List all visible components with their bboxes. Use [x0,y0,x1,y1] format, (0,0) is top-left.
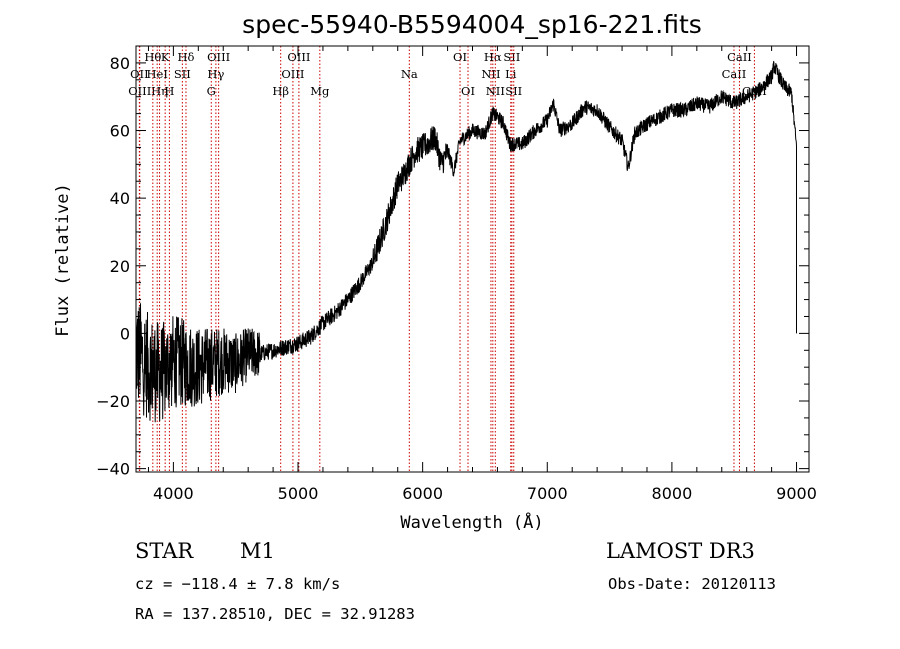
line-marker-label-11: OIII [207,50,230,64]
x-tick-label: 7000 [527,484,568,503]
y-tick-label: 40 [110,189,130,208]
line-marker-label-7: Hδ [177,50,194,64]
line-marker-label-1: H [164,84,174,98]
object-class: STAR [135,539,194,563]
x-tick-label: 4000 [153,484,194,503]
line-marker-label-21: NII [486,84,505,98]
plot-frame [135,45,810,473]
y-tick-label: −20 [96,392,130,411]
line-marker-label-26: CaII [727,50,752,64]
line-marker-label-20: Hα [484,50,502,64]
x-tick-label: 9000 [776,484,817,503]
x-tick-label: 5000 [278,484,319,503]
spectrum-info: STAR M1 LAMOST DR3 cz = −118.4 ± 7.8 km/… [135,539,776,623]
line-marker-label-3: HeI [146,67,167,81]
line-marker-label-19: NII [481,67,500,81]
spectrum-series [135,60,797,423]
y-axis-label: Flux (relative) [53,183,73,337]
y-tick-label: 80 [110,54,130,73]
line-marker-label-6: Hθ [144,50,161,64]
line-marker-label-0: K [161,50,170,64]
x-tick-label: 8000 [652,484,693,503]
object-subclass: M1 [240,539,275,563]
line-marker-label-14: OIII [287,50,310,64]
spectrum-line-0 [135,60,797,423]
line-marker-label-5: OIII [128,84,151,98]
y-tick-label: 0 [120,324,130,343]
line-marker-label-25: CaII [722,67,747,81]
line-marker-label-18: OI [461,84,475,98]
line-marker-label-23: SII [503,50,520,64]
y-tick-label: 60 [110,122,130,141]
line-marker-label-16: Na [401,67,418,81]
line-marker-label-2: Hη [151,84,168,98]
line-marker-label-9: G [207,84,216,98]
sky-coordinates: RA = 137.28510, DEC = 32.91283 [135,605,415,623]
survey-name: LAMOST DR3 [606,539,755,563]
line-marker-label-12: Hβ [272,84,289,98]
line-marker-label-10: Hγ [207,67,224,81]
line-marker-label-13: OIII [281,67,304,81]
line-marker-label-24: SII [505,84,522,98]
y-tick-label: −40 [96,460,130,479]
line-marker-label-22: Li [505,67,517,81]
observation-date: Obs-Date: 20120113 [608,575,776,593]
redshift-velocity: cz = −118.4 ± 7.8 km/s [135,575,340,593]
line-marker-label-17: OI [453,50,467,64]
line-marker-label-15: Mg [310,84,330,98]
line-marker-label-8: SII [174,67,191,81]
x-axis-label: Wavelength (Å) [400,511,543,533]
y-tick-label: 20 [110,257,130,276]
x-tick-label: 6000 [402,484,443,503]
axes: 4000 5000 6000 7000 8000 9000 −40 −20 0 20 40 60 80 [96,45,817,503]
chart-title: spec-55940-B5594004_sp16-221.fits [242,10,702,39]
